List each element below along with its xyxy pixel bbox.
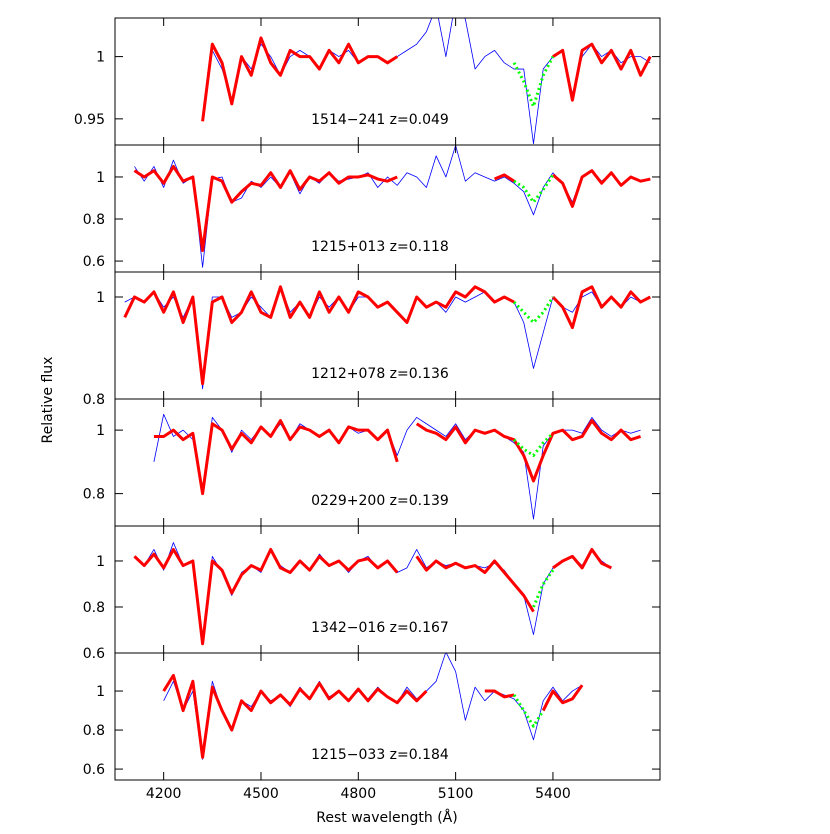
- spectrum-line: [512, 432, 554, 458]
- plot: [123, 285, 651, 390]
- panel-annotation: 1215−033 z=0.184: [311, 747, 449, 763]
- spectrum-line: [532, 569, 555, 608]
- spectrum-line: [513, 174, 555, 204]
- plot: [133, 145, 651, 268]
- y-tick-label: 1: [96, 50, 105, 66]
- panel-annotation: 1215+013 z=0.118: [311, 239, 449, 255]
- plot: [153, 413, 642, 520]
- y-axis-label: Relative flux: [40, 357, 56, 444]
- spectrum-line: [133, 164, 651, 253]
- panel-annotation: 0229+200 z=0.139: [311, 493, 449, 509]
- spectrum-line: [162, 673, 584, 759]
- y-tick-label: 1: [96, 684, 105, 700]
- y-tick-label: 0.8: [83, 212, 105, 228]
- x-axis-label: Rest wavelength (Å): [316, 809, 457, 826]
- x-tick-label: 5400: [535, 786, 571, 802]
- spectrum-line: [201, 36, 652, 122]
- y-tick-label: 0.95: [74, 112, 105, 128]
- y-tick-label: 0.8: [83, 600, 105, 616]
- panel-frame: [114, 652, 661, 781]
- panel-annotation: 1212+078 z=0.136: [311, 366, 449, 382]
- y-tick-label: 1: [96, 290, 105, 306]
- x-tick-label: 5100: [438, 786, 474, 802]
- plot: [134, 543, 650, 644]
- y-tick-label: 1: [96, 170, 105, 186]
- plot: [201, 18, 652, 145]
- spectrum-line: [512, 694, 545, 728]
- y-tick-label: 0.8: [83, 723, 105, 739]
- spectrum-line: [123, 285, 651, 386]
- y-tick-label: 0.8: [83, 487, 105, 503]
- y-tick-label: 0.6: [83, 762, 105, 778]
- spectrum-line: [153, 419, 642, 496]
- y-tick-label: 0.6: [83, 254, 105, 270]
- plot: [162, 653, 584, 760]
- y-tick-label: 1: [96, 423, 105, 439]
- panel-annotation: 1342−016 z=0.167: [311, 620, 449, 636]
- x-tick-label: 4800: [340, 786, 376, 802]
- x-tick-label: 4200: [146, 786, 182, 802]
- y-tick-label: 1: [96, 554, 105, 570]
- panel-annotation: 1514−241 z=0.049: [311, 112, 449, 128]
- y-tick-label: 0.8: [83, 392, 105, 408]
- y-tick-label: 0.6: [83, 646, 105, 662]
- x-tick-label: 4500: [243, 786, 279, 802]
